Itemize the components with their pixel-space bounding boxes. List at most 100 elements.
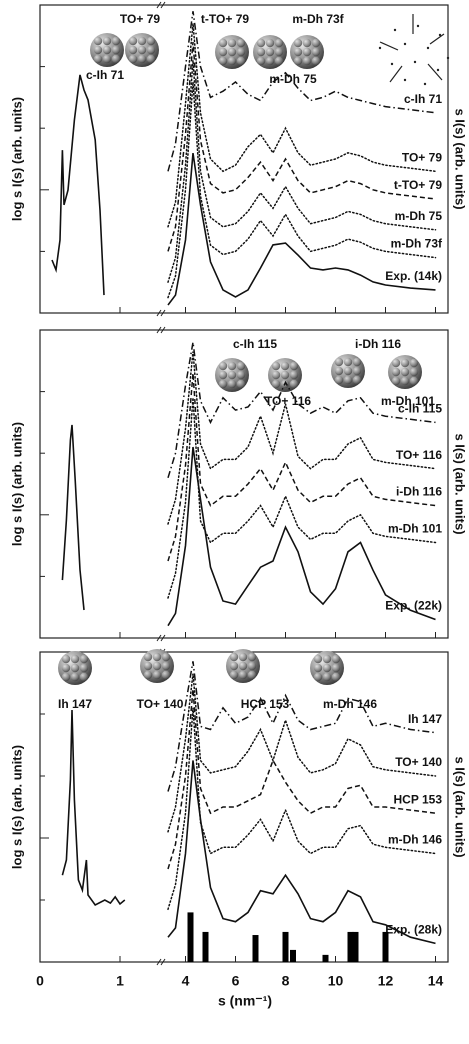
cluster-atom (94, 37, 102, 45)
cluster-atom (228, 48, 236, 56)
cluster-atom (219, 362, 227, 370)
cluster-atom (80, 673, 88, 681)
cluster-atom (303, 39, 311, 47)
cluster-icon (310, 651, 344, 685)
cluster-atom (230, 662, 238, 670)
cluster-atom (275, 48, 283, 56)
cluster-atom (257, 39, 265, 47)
cluster-atom (332, 664, 340, 672)
cluster-icon (90, 33, 124, 67)
sketch-dot (417, 25, 419, 27)
cluster-atom (290, 362, 298, 370)
cluster-atom (344, 367, 352, 375)
sketch-arrow (390, 66, 402, 82)
cluster-atom (294, 39, 302, 47)
cluster-icon (290, 35, 324, 69)
cluster-atom (410, 377, 418, 385)
x-tick-label: 1 (116, 973, 124, 989)
cluster-atom (112, 46, 120, 54)
cluster-atom (281, 371, 289, 379)
cluster-atom (112, 55, 120, 63)
cluster-atom (303, 57, 311, 65)
y2-axis-label: s I(s) (arb. units) (453, 756, 468, 857)
cluster-atom (71, 673, 79, 681)
stick-bar (383, 932, 389, 962)
cluster-atom (162, 662, 170, 670)
cluster-icon (215, 358, 249, 392)
curve-label: TO+ 116 (396, 448, 442, 462)
curve-label: m-Dh 101 (388, 522, 442, 536)
curve-label: m-Dh 73f (391, 237, 443, 251)
cluster-atom (144, 653, 152, 661)
cluster-atom (275, 39, 283, 47)
cluster-atom (228, 39, 236, 47)
cluster-atom (237, 362, 245, 370)
curve (62, 710, 124, 905)
stick-bar (353, 932, 359, 962)
x-axis-label: s (nm⁻¹) (218, 993, 272, 1009)
curve (168, 661, 436, 791)
cluster-atom (239, 671, 247, 679)
curve-label: Exp. (28k) (385, 923, 442, 937)
cluster-atom (138, 37, 146, 45)
y2-axis-label: s I(s) (arb. units) (453, 108, 468, 209)
structure-label: c-Ih 71 (86, 68, 124, 82)
cluster-atom (323, 664, 331, 672)
cluster-atom (353, 358, 361, 366)
curve (62, 425, 84, 610)
cluster-atom (129, 55, 137, 63)
cluster-atom (162, 671, 170, 679)
cluster-atom (332, 673, 340, 681)
cluster-atom (228, 362, 236, 370)
cluster-icon (215, 35, 249, 69)
cluster-atom (312, 48, 320, 56)
cluster-atom (103, 55, 111, 63)
cluster-atom (228, 57, 236, 65)
cluster-atom (266, 48, 274, 56)
cluster-atom (219, 39, 227, 47)
x-tick-label: 4 (182, 973, 190, 989)
sketch-dot (379, 47, 381, 49)
cluster-icon (125, 33, 159, 67)
cluster-atom (312, 57, 320, 65)
cluster-icon (58, 651, 92, 685)
curve-label: HCP 153 (394, 792, 443, 806)
cluster-atom (62, 673, 70, 681)
stick-bar (203, 932, 209, 962)
cluster-atom (272, 362, 280, 370)
structure-label: m-Dh 73f (292, 12, 344, 26)
structure-label: t-TO+ 79 (201, 12, 249, 26)
x-tick-label: 8 (282, 973, 290, 989)
cluster-atom (323, 655, 331, 663)
cluster-atom (147, 46, 155, 54)
cluster-atom (401, 368, 409, 376)
cluster-icon (388, 355, 422, 389)
sketch-dot (414, 61, 416, 63)
cluster-atom (62, 664, 70, 672)
curve (168, 674, 436, 832)
cluster-atom (344, 358, 352, 366)
curve (168, 708, 436, 910)
sketch-dot (394, 29, 396, 31)
cluster-icon (268, 358, 302, 392)
cluster-atom (129, 37, 137, 45)
cluster-atom (62, 655, 70, 663)
cluster-atom (237, 39, 245, 47)
curve-label: Exp. (14k) (385, 269, 442, 283)
cluster-atom (71, 655, 79, 663)
cluster-atom (80, 655, 88, 663)
figure: log s I(s) (arb. units)s I(s) (arb. unit… (0, 0, 469, 1044)
cluster-atom (248, 662, 256, 670)
cluster-atom (138, 55, 146, 63)
sketch-dot (427, 47, 429, 49)
sketch-dot (447, 57, 449, 59)
cluster-atom (153, 671, 161, 679)
cluster-atom (353, 376, 361, 384)
cluster-atom (239, 662, 247, 670)
cluster-atom (266, 57, 274, 65)
x-tick-label: 12 (378, 973, 394, 989)
curve-label: Ih 147 (408, 712, 442, 726)
cluster-icon (226, 649, 260, 683)
x-tick-label: 14 (428, 973, 444, 989)
cluster-atom (294, 48, 302, 56)
